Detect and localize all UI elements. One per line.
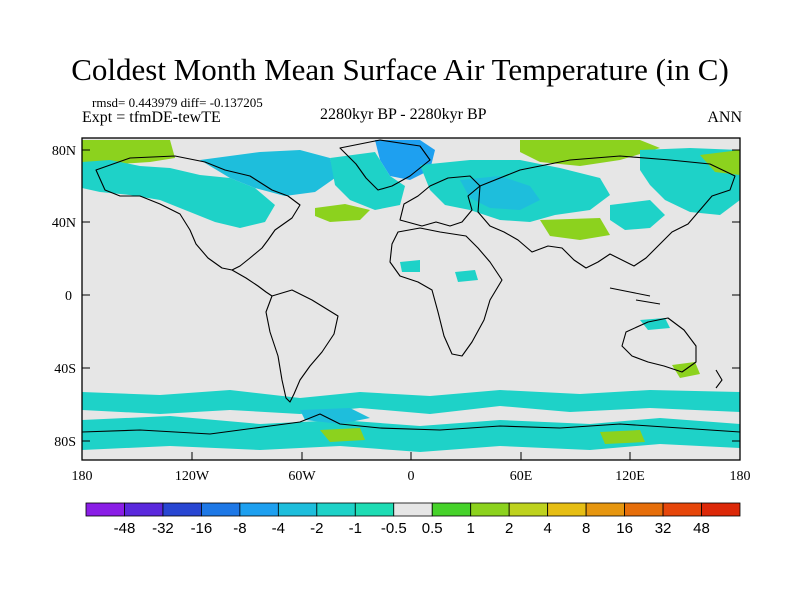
lat-label-40n: 40N bbox=[52, 216, 76, 231]
lon-label-180-west: 180 bbox=[72, 469, 93, 484]
colorbar-swatch bbox=[239, 502, 279, 517]
colorbar-swatch bbox=[547, 502, 587, 517]
lon-label-0: 0 bbox=[408, 469, 415, 484]
colorbar-label: -1 bbox=[349, 520, 362, 537]
colorbar-label: -4 bbox=[272, 520, 285, 537]
colorbar-label: 48 bbox=[693, 520, 710, 537]
experiment-label: Expt = tfmDE-tewTE bbox=[82, 109, 221, 126]
colorbar-swatch bbox=[701, 502, 741, 517]
colorbar-swatch bbox=[85, 502, 125, 517]
anomaly-region-australia-green bbox=[672, 362, 700, 378]
colorbar-swatch bbox=[124, 502, 164, 517]
colorbar: -48 -32 -16 -8 -4 -2 -1 -0.5 0.5 1 2 4 8 16 32 48 bbox=[85, 502, 741, 537]
colorbar-swatch bbox=[662, 502, 702, 517]
lon-label-120w: 120W bbox=[175, 469, 210, 484]
coastline-europe bbox=[399, 175, 481, 227]
colorbar-label: 0.5 bbox=[422, 520, 443, 537]
anomaly-region-southern-ocean-teal bbox=[82, 390, 740, 414]
colorbar-swatch bbox=[393, 502, 433, 517]
coastlines bbox=[81, 139, 741, 435]
colorbar-label: -8 bbox=[233, 520, 246, 537]
lat-label-80n: 80N bbox=[52, 144, 76, 159]
stats-line: rmsd= 0.443979 diff= -0.137205 bbox=[92, 95, 263, 110]
colorbar-label: 8 bbox=[582, 520, 590, 537]
colorbar-label: 16 bbox=[616, 520, 633, 537]
colorbar-label: 1 bbox=[467, 520, 475, 537]
anomaly-region-canada-cyan bbox=[200, 150, 335, 196]
coastline-africa bbox=[389, 227, 503, 357]
anomaly-region-green-patch-3 bbox=[700, 150, 740, 175]
colorbar-swatch bbox=[201, 502, 241, 517]
anomaly-region-green-patch-1 bbox=[315, 204, 370, 222]
colorbar-swatch bbox=[585, 502, 625, 517]
anomaly-region-antarctic-green-2 bbox=[600, 430, 645, 444]
colorbar-label: -2 bbox=[310, 520, 323, 537]
colorbar-swatch bbox=[508, 502, 549, 517]
map-title: Coldest Month Mean Surface Air Temperatu… bbox=[71, 52, 729, 87]
anomaly-region-greenland-blue bbox=[375, 140, 435, 180]
lon-label-120e: 120E bbox=[615, 469, 645, 484]
coastline-south-america bbox=[265, 289, 339, 403]
coastline-central-america bbox=[231, 269, 273, 297]
colorbar-swatch bbox=[277, 502, 318, 517]
colorbar-label: 2 bbox=[505, 520, 513, 537]
colorbar-swatch bbox=[316, 502, 356, 517]
period-label: 2280kyr BP - 2280kyr BP bbox=[320, 106, 487, 123]
anomaly-region-antarctic-green-1 bbox=[320, 428, 365, 442]
anomaly-region-eurasia-cyan bbox=[460, 176, 540, 210]
lon-label-180-east: 180 bbox=[730, 469, 751, 484]
coastline-antarctica bbox=[81, 413, 741, 435]
anomaly-region-atlantic-teal bbox=[330, 152, 405, 210]
anomaly-region-small-teal-1 bbox=[455, 270, 478, 282]
coastline-greenland bbox=[339, 139, 431, 191]
colorbar-label: -48 bbox=[114, 520, 136, 537]
anomaly-region-green-patch-2 bbox=[540, 218, 610, 240]
colorbar-swatch bbox=[162, 502, 202, 517]
colorbar-label: -16 bbox=[191, 520, 213, 537]
coastline-asia bbox=[477, 155, 736, 269]
anomaly-region-arctic-green-east bbox=[520, 140, 660, 166]
lon-label-60e: 60E bbox=[510, 469, 533, 484]
coastline-australia bbox=[621, 317, 697, 373]
lat-label-40s: 40S bbox=[54, 362, 76, 377]
lat-label-80s: 80S bbox=[54, 435, 76, 450]
colorbar-label: 4 bbox=[543, 520, 551, 537]
anomaly-region-arctic-teal-west bbox=[82, 160, 275, 228]
lon-ticks bbox=[191, 452, 631, 460]
lat-ticks bbox=[82, 149, 740, 442]
anomaly-region-antarctic-cyan bbox=[300, 408, 370, 424]
colorbar-label: -32 bbox=[152, 520, 174, 537]
lat-label-0: 0 bbox=[65, 289, 72, 304]
season-label: ANN bbox=[707, 109, 742, 126]
anomaly-region-small-teal-2 bbox=[400, 260, 420, 272]
lon-label-60w: 60W bbox=[288, 469, 316, 484]
anomaly-region-antarctic-teal bbox=[82, 416, 740, 452]
coastline-indonesia bbox=[609, 287, 661, 305]
coastline-new-zealand bbox=[715, 369, 723, 389]
colorbar-swatch bbox=[431, 502, 472, 517]
colorbar-label: -0.5 bbox=[381, 520, 407, 537]
colorbar-label: 32 bbox=[655, 520, 672, 537]
anomaly-field bbox=[82, 140, 740, 452]
anomaly-region-australia-teal bbox=[640, 318, 670, 330]
coastline-north-america bbox=[95, 155, 301, 271]
colorbar-swatch bbox=[470, 502, 510, 517]
colorbar-swatch bbox=[354, 502, 395, 517]
colorbar-swatch bbox=[624, 502, 664, 517]
anomaly-region-eastasia-teal bbox=[610, 200, 665, 230]
